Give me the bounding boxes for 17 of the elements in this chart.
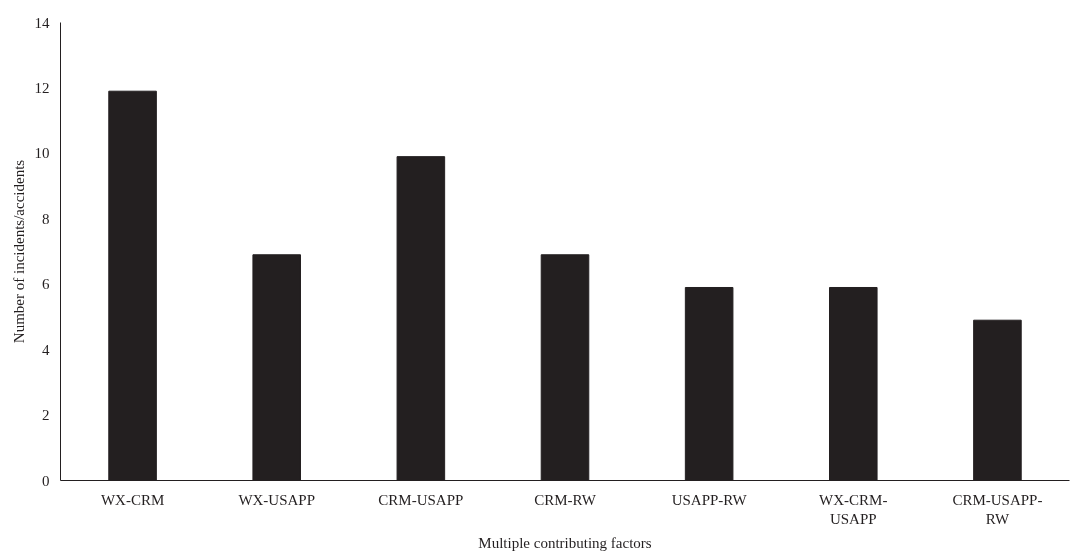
x-tick-label: WX-USAPP — [238, 491, 316, 508]
x-tick-label: WX-CRM — [100, 491, 165, 508]
y-tick-label: 10 — [34, 145, 50, 162]
x-tick-label: CRM-RW — [534, 491, 597, 508]
x-axis-title: Multiple contributing factors — [478, 534, 652, 551]
x-tick-label: USAPP-RW — [671, 491, 748, 508]
y-axis-title: Number of incidents/accidents — [10, 159, 27, 344]
y-tick-label: 8 — [42, 210, 50, 227]
y-tick-label: 4 — [42, 341, 50, 358]
y-tick-label: 12 — [34, 79, 50, 96]
y-tick-label: 0 — [42, 472, 50, 489]
y-tick-label: 14 — [34, 14, 50, 31]
y-tick-label: 2 — [42, 407, 50, 424]
x-tick-label: CRM-USAPP-RW — [952, 491, 1043, 527]
y-tick-label: 6 — [42, 276, 50, 293]
x-tick-label: WX-CRM-USAPP — [819, 491, 888, 527]
x-tick-label: CRM-USAPP — [378, 491, 464, 508]
